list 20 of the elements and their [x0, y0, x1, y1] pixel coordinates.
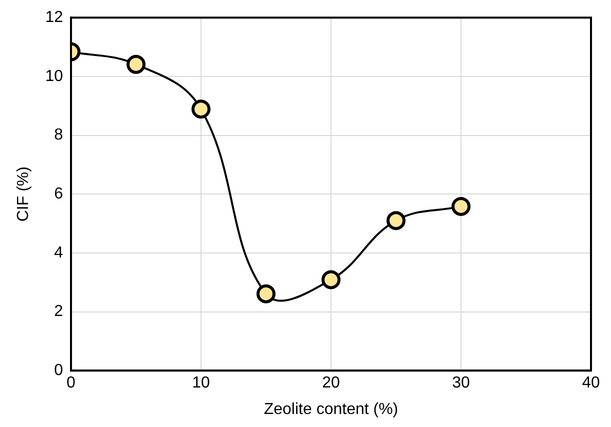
x-tick-label: 10 [192, 374, 210, 392]
y-tick-label: 12 [45, 9, 64, 26]
x-tick-label: 20 [322, 374, 340, 392]
point [322, 270, 340, 290]
y-tick-label: 0 [54, 362, 64, 380]
point [256, 284, 276, 304]
x-axis-title: Zeolite content (%) [264, 400, 398, 418]
y-tick-label: 6 [54, 186, 64, 203]
point [452, 196, 470, 216]
y-axis-title: CIF (%) [15, 166, 32, 222]
y-tick-label: 4 [54, 244, 64, 262]
x-tick-label: 40 [582, 374, 600, 392]
y-tick-label: 8 [54, 126, 64, 144]
y-tick-label: 10 [45, 68, 64, 85]
x-tick-label: 30 [452, 374, 470, 392]
x-tick-label: 0 [66, 374, 76, 392]
point [126, 54, 146, 74]
point [386, 211, 406, 230]
y-tick-label: 2 [54, 303, 64, 320]
point [192, 100, 210, 119]
